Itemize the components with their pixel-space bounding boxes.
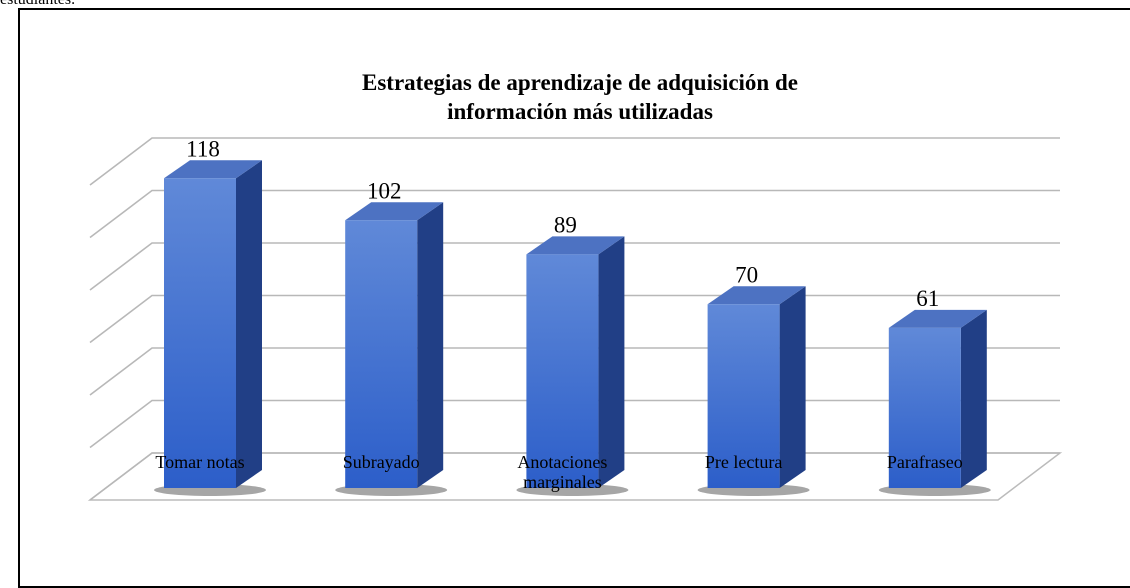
bar-top bbox=[707, 286, 806, 305]
caption: estudiantes. bbox=[0, 0, 75, 9]
bar bbox=[526, 254, 599, 488]
x-tick-label: Tomar notas bbox=[155, 452, 245, 472]
bar bbox=[888, 327, 961, 488]
data-label: 61 bbox=[916, 286, 939, 311]
grid-line bbox=[89, 189, 1060, 239]
data-label: 102 bbox=[367, 178, 402, 203]
bar-side bbox=[598, 236, 625, 488]
x-tick-label: Subrayado bbox=[342, 452, 420, 472]
data-label: 89 bbox=[554, 212, 577, 237]
grid-line bbox=[89, 242, 1060, 291]
data-label: 70 bbox=[735, 262, 758, 287]
bar-top bbox=[526, 236, 625, 255]
bar-side bbox=[960, 309, 987, 488]
bar bbox=[345, 220, 418, 488]
bar-side bbox=[236, 160, 262, 488]
bar-side bbox=[779, 286, 806, 488]
bar-side bbox=[417, 202, 444, 488]
bar-top bbox=[888, 309, 987, 328]
data-label: 118 bbox=[186, 136, 220, 161]
bar bbox=[164, 178, 236, 488]
bar-top bbox=[345, 202, 444, 221]
grid-line bbox=[89, 137, 1060, 186]
bar bbox=[707, 304, 780, 488]
x-tick-label: Parafraseo bbox=[886, 452, 963, 472]
x-tick-label: Anotaciones marginales bbox=[517, 452, 608, 492]
chart-title: Estrategias de aprendizaje de adquisició… bbox=[362, 70, 798, 124]
bar-top bbox=[164, 160, 262, 179]
x-tick-label: Pre lectura bbox=[704, 452, 783, 472]
